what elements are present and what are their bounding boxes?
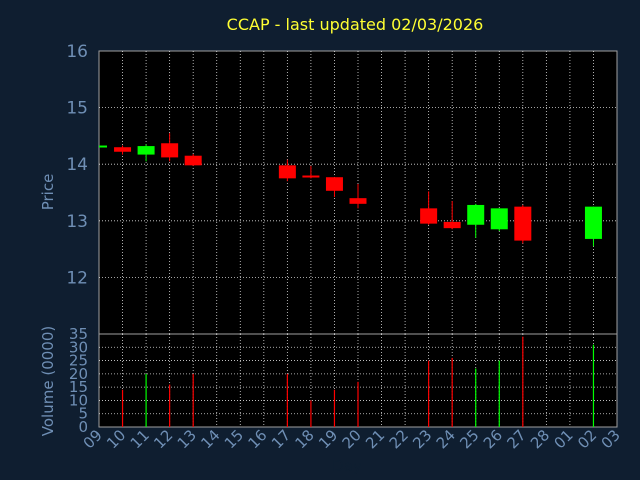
candle-12 (161, 133, 179, 162)
x-axis-ticks: 0910111213141516171819202122232425262728… (80, 426, 624, 452)
candle-09 (99, 145, 107, 148)
candle-body (278, 165, 296, 179)
x-tick-label: 20 (339, 426, 365, 452)
volume-tick-label: 5 (78, 405, 88, 423)
x-tick-label: 03 (598, 426, 624, 452)
price-tick-label: 12 (66, 268, 88, 288)
x-tick-label: 23 (409, 426, 435, 452)
candle-25 (467, 203, 485, 238)
candle-24 (443, 200, 461, 230)
candle-19 (325, 177, 343, 198)
price-tick-label: 13 (66, 212, 88, 232)
volume-tick-label: 20 (69, 365, 88, 383)
volume-tick-label: 0 (78, 418, 88, 436)
candle-body (349, 198, 367, 204)
volume-tick-label: 10 (69, 391, 88, 409)
candle-18 (302, 165, 320, 179)
x-tick-label: 26 (480, 426, 506, 452)
candle-17 (278, 159, 296, 182)
x-tick-label: 10 (103, 426, 129, 452)
candle-body (467, 204, 485, 225)
x-tick-label: 22 (386, 426, 412, 452)
candle-11 (137, 144, 155, 162)
candle-13 (184, 154, 202, 166)
candles (99, 133, 602, 247)
x-tick-label: 24 (433, 426, 459, 452)
x-tick-label: 11 (127, 426, 153, 452)
price-y-ticks: 12 13 14 15 16 (66, 42, 88, 288)
candle-body (302, 175, 320, 178)
x-tick-label: 01 (551, 426, 577, 452)
candle-body (443, 221, 461, 229)
candle-body (137, 146, 155, 155)
candle-body (514, 206, 532, 241)
x-tick-label: 18 (292, 426, 318, 452)
x-tick-label: 14 (197, 426, 223, 452)
candle-body (99, 145, 107, 148)
candle-body (325, 177, 343, 191)
price-tick-label: 14 (66, 155, 88, 175)
candle-10 (114, 145, 132, 155)
x-tick-label: 13 (174, 426, 200, 452)
candle-body (490, 208, 508, 230)
x-tick-label: 12 (150, 426, 176, 452)
candle-20 (349, 184, 367, 209)
x-tick-label: 21 (362, 426, 388, 452)
price-axis-label: Price (39, 174, 57, 211)
candle-02 (584, 206, 602, 247)
candle-26 (490, 208, 508, 231)
candle-body (584, 206, 602, 239)
volume-axis-label: Volume (0000) (39, 326, 57, 436)
x-tick-label: 17 (268, 426, 294, 452)
x-tick-label: 27 (503, 426, 529, 452)
candle-27 (514, 204, 532, 244)
x-axis-label: Day (332, 457, 362, 475)
candle-body (114, 147, 132, 152)
candle-23 (420, 191, 438, 225)
volume-tick-label: 30 (69, 338, 88, 356)
candle-body (161, 143, 179, 158)
price-tick-label: 15 (66, 99, 88, 119)
candle-body (420, 208, 438, 224)
x-tick-label: 16 (244, 426, 270, 452)
x-tick-label: 02 (574, 426, 600, 452)
price-grid (99, 51, 617, 334)
candle-body (184, 155, 202, 166)
volume-tick-label: 25 (69, 352, 88, 370)
volume-bars (121, 336, 595, 427)
volume-tick-label: 35 (69, 325, 88, 343)
x-tick-label: 28 (527, 426, 553, 452)
x-tick-label: 19 (315, 426, 341, 452)
x-tick-label: 15 (221, 426, 247, 452)
volume-tick-label: 15 (69, 378, 88, 396)
price-tick-label: 16 (66, 42, 88, 62)
x-tick-label: 25 (456, 426, 482, 452)
chart-title: CCAP - last updated 02/03/2026 (227, 15, 484, 34)
